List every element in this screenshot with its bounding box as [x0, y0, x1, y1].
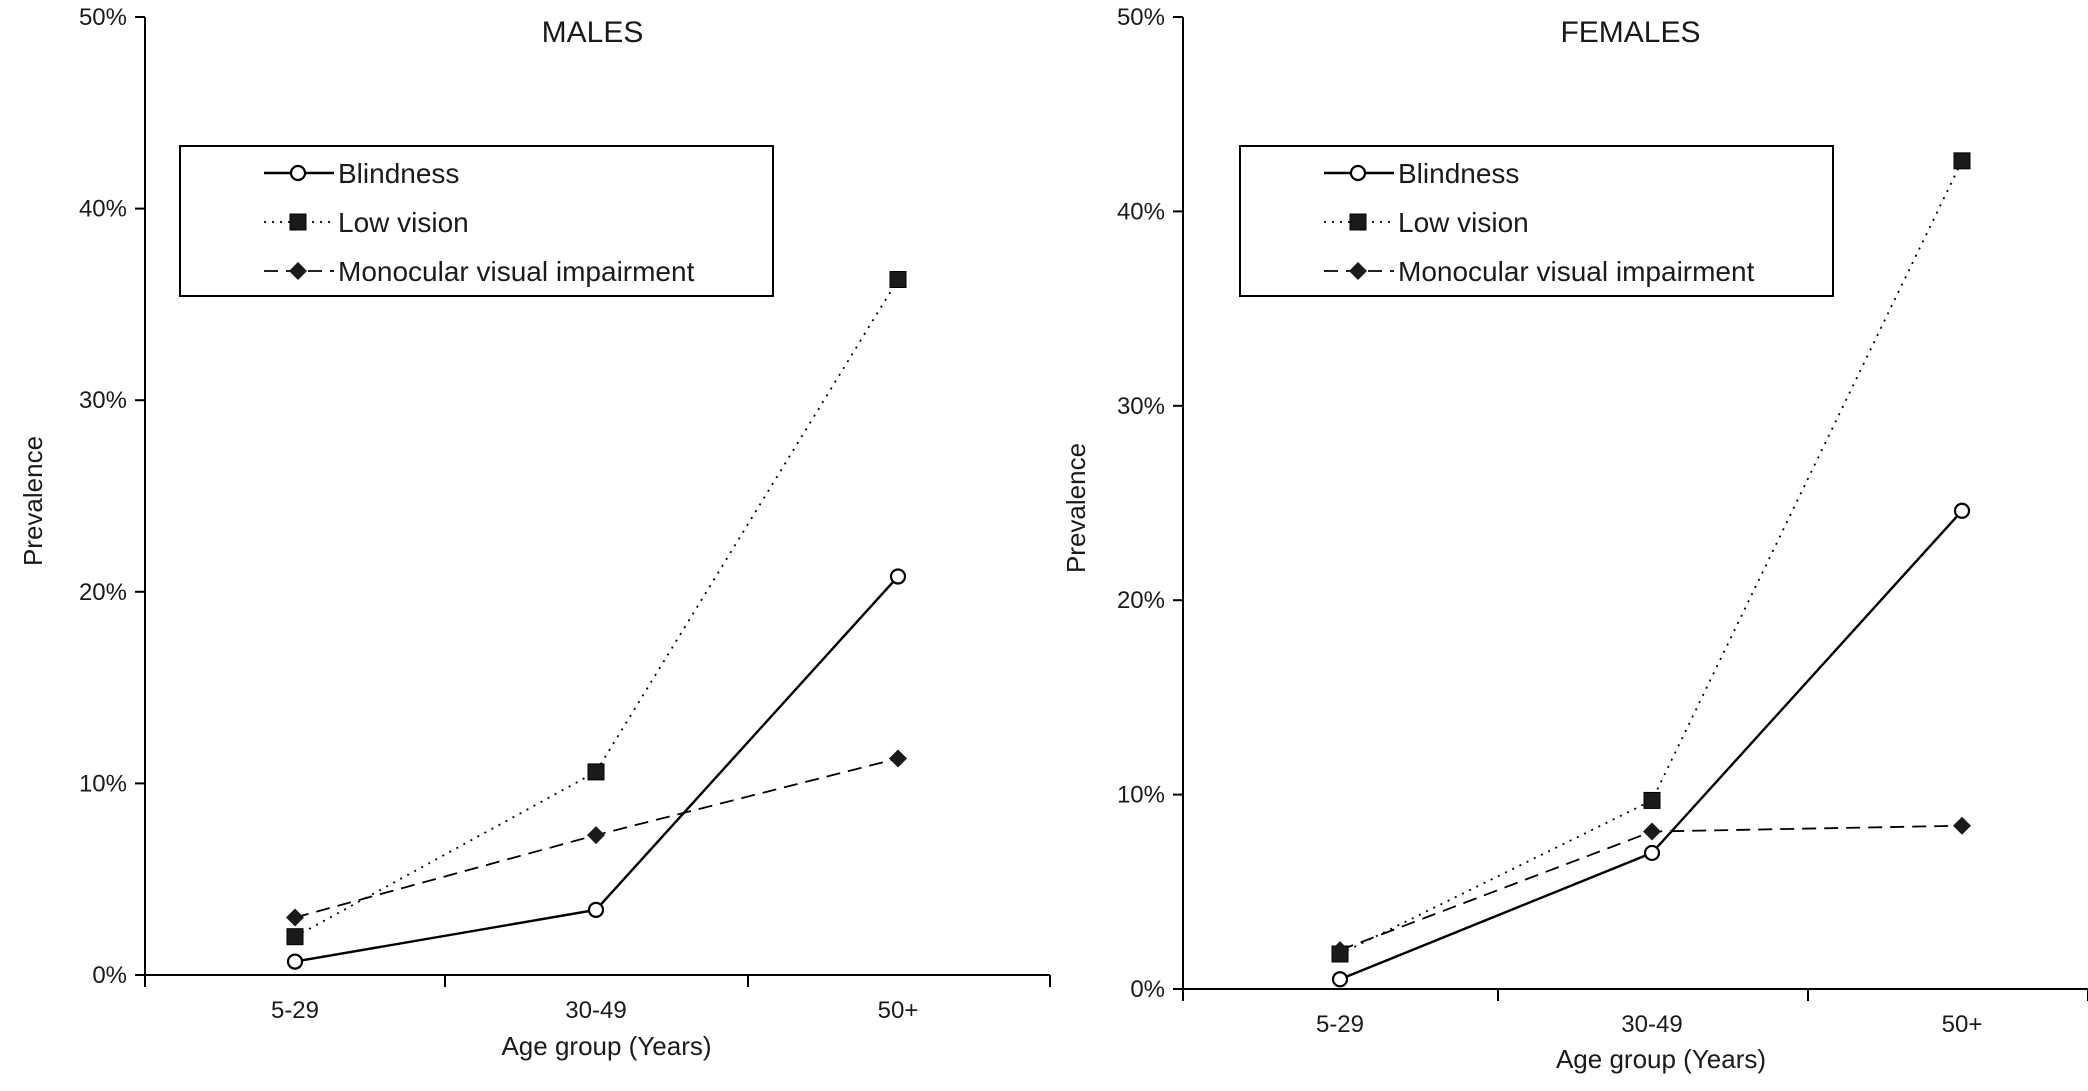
legend-marker [1349, 262, 1367, 280]
data-point-5-29 [1331, 971, 1349, 988]
y-tick-label: 20% [1117, 587, 1165, 614]
legend-marker [289, 262, 307, 280]
legend-marker [1349, 213, 1367, 231]
y-tick-label: 0% [1130, 976, 1165, 1003]
series-blindness [286, 568, 907, 970]
x-axis-title: Age group (Years) [501, 1031, 711, 1061]
series-low-vision [286, 270, 907, 946]
y-tick-label: 20% [79, 579, 127, 606]
y-tick-label: 40% [79, 196, 127, 223]
y-axis-title: Prevalence [18, 436, 48, 566]
x-tick-label: 30-49 [1621, 1011, 1682, 1038]
series-blindness [1331, 502, 1971, 988]
series-monocular-visual-impairment [1331, 816, 1971, 960]
panel-title: MALES [542, 16, 644, 49]
data-point-50 [889, 749, 907, 768]
y-tick-label: 50% [79, 4, 127, 31]
y-tick-label: 30% [79, 387, 127, 414]
legend-label: Blindness [338, 158, 459, 189]
x-tick-label: 50+ [878, 997, 919, 1024]
data-point-50 [889, 270, 907, 288]
legend-label: Monocular visual impairment [1398, 256, 1755, 287]
legend-marker [289, 213, 307, 231]
x-tick-label: 5-29 [1316, 1011, 1364, 1038]
series-line [294, 279, 899, 938]
legend-box [179, 145, 774, 297]
series-line [1339, 824, 1963, 951]
y-tick-label: 10% [1117, 782, 1165, 809]
legend-box [1239, 145, 1834, 297]
legend-label: Monocular visual impairment [338, 256, 695, 287]
x-tick-label: 5-29 [271, 997, 319, 1024]
legend-marker [289, 164, 307, 182]
x-tick-label: 50+ [1942, 1011, 1983, 1038]
y-tick-label: 10% [79, 770, 127, 797]
y-tick-label: 30% [1117, 393, 1165, 420]
data-point-50 [889, 568, 907, 585]
data-point-30-49 [1643, 822, 1661, 841]
data-point-5-29 [286, 953, 304, 970]
data-point-30-49 [1643, 844, 1661, 862]
data-point-30-49 [1643, 791, 1661, 809]
legend-label: Low vision [1398, 207, 1529, 238]
data-point-50 [1953, 816, 1971, 835]
data-point-50 [1953, 152, 1971, 170]
y-tick-label: 40% [1117, 198, 1165, 225]
chart-panel-males: 0% 10% 20% 30% 40% 50% 5-29 30-49 50+ Age group (… [18, 4, 1051, 1061]
y-tick-label: 0% [92, 962, 127, 989]
legend-label: Blindness [1398, 158, 1519, 189]
data-point-5-29 [286, 908, 304, 927]
data-point-30-49 [587, 826, 605, 845]
x-axis-title: Age group (Years) [1556, 1044, 1766, 1074]
y-axis-title: Prevalence [1061, 443, 1091, 573]
data-point-50 [1953, 502, 1971, 519]
series-monocular-visual-impairment [286, 749, 907, 927]
data-point-30-49 [587, 901, 605, 918]
legend: Blindness Low vision Monocular visual impa… [179, 145, 774, 297]
x-tick-label: 30-49 [565, 997, 626, 1024]
chart-panel-females: 0% 10% 20% 30% 40% 50% 5-29 30-49 50+ Age group (… [1061, 4, 2088, 1074]
data-point-5-29 [286, 928, 304, 946]
panel-title: FEMALES [1560, 16, 1700, 49]
series-line [1339, 509, 1963, 981]
y-tick-label: 50% [1117, 4, 1165, 31]
legend: Blindness Low vision Monocular visual impa… [1239, 145, 1834, 297]
data-point-5-29 [1331, 941, 1349, 960]
legend-marker [1349, 164, 1367, 182]
data-point-30-49 [587, 763, 605, 781]
legend-label: Low vision [338, 207, 469, 238]
